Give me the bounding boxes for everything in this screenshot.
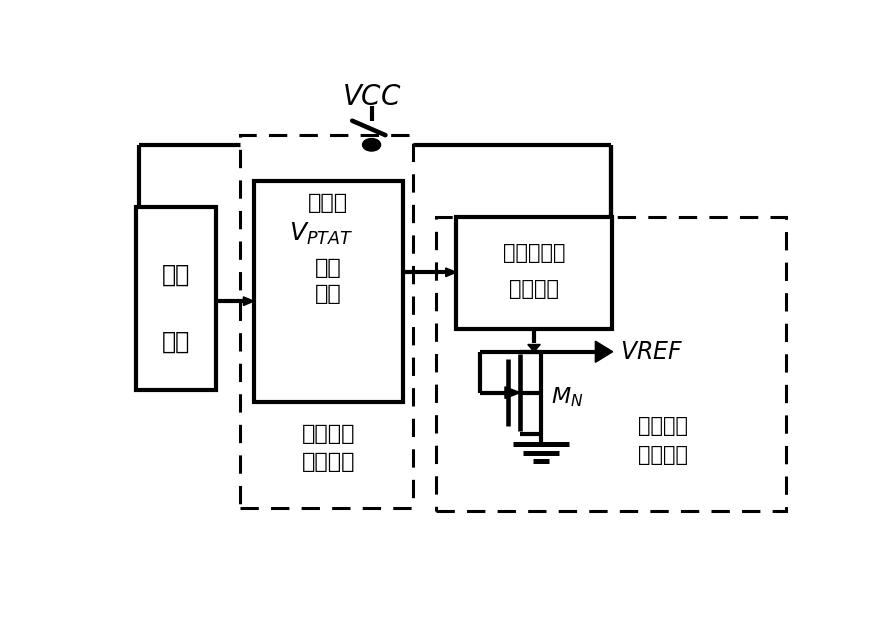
Bar	[456, 217, 612, 329]
Polygon shape	[595, 341, 612, 362]
Text: 优化技术: 优化技术	[301, 452, 355, 472]
Bar	[436, 217, 786, 511]
Text: 产生电路: 产生电路	[509, 279, 559, 299]
Text: $\mathit{VREF}$: $\mathit{VREF}$	[620, 340, 683, 364]
Text: 自偏置: 自偏置	[308, 192, 349, 213]
Text: 输出电路: 输出电路	[637, 445, 687, 465]
Polygon shape	[527, 344, 540, 352]
Circle shape	[363, 139, 381, 151]
Polygon shape	[446, 268, 456, 277]
Bar	[254, 181, 402, 402]
Bar	[136, 208, 215, 390]
Text: 电路: 电路	[315, 284, 342, 304]
Text: 平方律电流: 平方律电流	[502, 243, 565, 263]
Text: 启动: 启动	[162, 262, 190, 287]
Polygon shape	[505, 387, 520, 398]
Polygon shape	[243, 297, 254, 306]
Text: 基准电压: 基准电压	[637, 416, 687, 436]
Text: $\mathit{M}_{\mathit{N}}$: $\mathit{M}_{\mathit{N}}$	[552, 386, 584, 409]
Text: 温度系数: 温度系数	[301, 424, 355, 444]
Text: 产生: 产生	[315, 258, 342, 278]
Text: $\mathit{V}_{\mathit{PTAT}}$: $\mathit{V}_{\mathit{PTAT}}$	[290, 221, 353, 247]
Text: $\bf{\it{VCC}}$: $\bf{\it{VCC}}$	[342, 82, 401, 111]
Text: 电路: 电路	[162, 330, 190, 354]
Bar	[240, 135, 413, 508]
